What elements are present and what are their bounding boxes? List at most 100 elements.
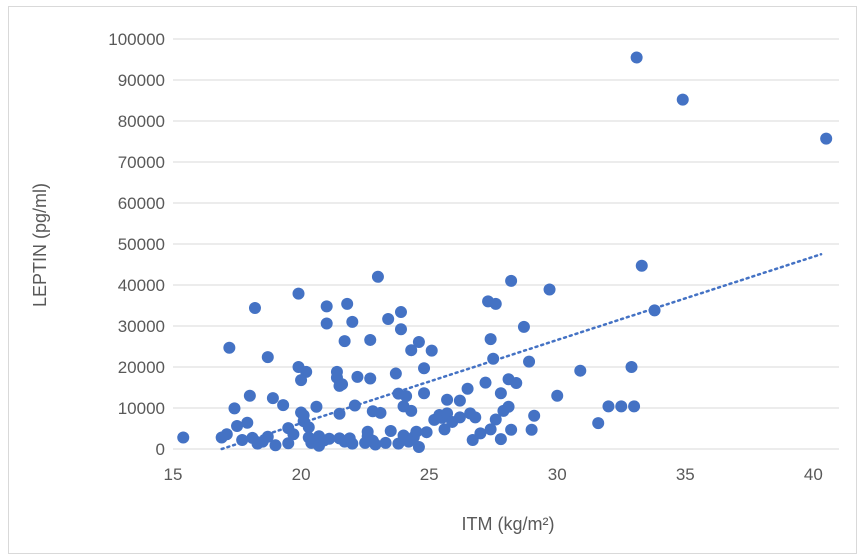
gridlines: [173, 38, 839, 450]
data-point: [528, 409, 541, 422]
data-point: [635, 259, 648, 272]
data-point: [474, 427, 487, 440]
data-point: [277, 399, 290, 412]
data-point: [484, 333, 497, 346]
data-point: [410, 425, 423, 438]
data-point: [412, 335, 425, 348]
x-tick-label: 40: [804, 465, 823, 484]
data-point: [484, 423, 497, 436]
data-point: [630, 51, 643, 64]
data-point: [453, 411, 466, 424]
data-point: [382, 313, 395, 326]
data-point: [394, 306, 407, 319]
data-point: [461, 382, 474, 395]
data-point: [241, 416, 254, 429]
y-axis-ticks: 0 10000 20000 30000 40000 50000 60000 70000 8000…: [108, 30, 165, 459]
data-point: [676, 93, 689, 106]
data-point: [369, 438, 382, 451]
chart-frame: 0 10000 20000 30000 40000 50000 60000 70000 8000…: [8, 6, 857, 554]
data-point: [384, 424, 397, 437]
x-axis-title: ITM (kg/m²): [462, 514, 555, 534]
data-point: [418, 387, 431, 400]
y-tick-label: 70000: [118, 153, 165, 172]
x-tick-label: 15: [164, 465, 183, 484]
data-point: [266, 392, 279, 405]
data-point: [523, 355, 536, 368]
data-point: [351, 370, 364, 383]
data-point: [243, 389, 256, 402]
data-point: [489, 413, 502, 426]
data-point: [453, 394, 466, 407]
data-point: [282, 437, 295, 450]
data-point: [177, 431, 190, 444]
data-point: [336, 378, 349, 391]
data-point: [489, 297, 502, 310]
data-point: [494, 387, 507, 400]
data-point: [320, 317, 333, 330]
data-point: [389, 367, 402, 380]
data-point: [574, 364, 587, 377]
y-tick-label: 90000: [118, 71, 165, 90]
y-tick-label: 60000: [118, 194, 165, 213]
y-axis-title: LEPTIN (pg/ml): [30, 183, 50, 307]
y-tick-label: 40000: [118, 276, 165, 295]
data-point: [412, 440, 425, 453]
y-tick-label: 80000: [118, 112, 165, 131]
data-point: [602, 400, 615, 413]
data-point: [543, 283, 556, 296]
data-point: [292, 287, 305, 300]
x-tick-label: 35: [676, 465, 695, 484]
data-point: [441, 393, 454, 406]
data-point: [505, 423, 518, 436]
y-tick-label: 0: [156, 440, 165, 459]
y-tick-label: 50000: [118, 235, 165, 254]
data-point: [551, 389, 564, 402]
data-point: [223, 341, 236, 354]
data-point: [320, 300, 333, 313]
data-point: [628, 400, 641, 413]
data-point: [287, 428, 300, 441]
x-tick-label: 20: [292, 465, 311, 484]
data-point: [374, 406, 387, 419]
data-point: [505, 274, 518, 287]
data-point: [323, 432, 336, 445]
data-point: [300, 365, 313, 378]
data-point: [371, 270, 384, 283]
data-point: [425, 344, 438, 357]
data-point: [525, 423, 538, 436]
y-tick-label: 10000: [118, 399, 165, 418]
data-point: [405, 404, 418, 417]
data-point: [338, 335, 351, 348]
data-point: [420, 426, 433, 439]
data-point: [302, 421, 315, 434]
x-tick-label: 25: [420, 465, 439, 484]
data-point: [820, 132, 833, 145]
data-point: [310, 400, 323, 413]
data-point: [400, 390, 413, 403]
data-point: [364, 333, 377, 346]
data-point: [231, 420, 244, 433]
trendline-group: [220, 253, 823, 451]
data-point: [364, 372, 377, 385]
data-point: [625, 361, 638, 373]
x-tick-label: 30: [548, 465, 567, 484]
data-point: [228, 402, 241, 415]
data-point: [394, 323, 407, 336]
data-point: [341, 297, 354, 310]
data-point: [438, 423, 451, 436]
data-point: [346, 315, 359, 328]
data-point: [479, 376, 492, 389]
trendline: [220, 253, 823, 451]
data-points: [177, 51, 833, 453]
data-point: [615, 400, 628, 413]
data-point: [517, 320, 530, 333]
data-point: [346, 437, 359, 450]
data-point: [261, 351, 274, 364]
data-point: [405, 344, 418, 357]
data-point: [494, 433, 507, 446]
data-point: [361, 425, 374, 438]
data-point: [220, 428, 233, 441]
y-tick-label: 20000: [118, 358, 165, 377]
data-point: [469, 411, 482, 424]
data-point: [248, 301, 261, 314]
